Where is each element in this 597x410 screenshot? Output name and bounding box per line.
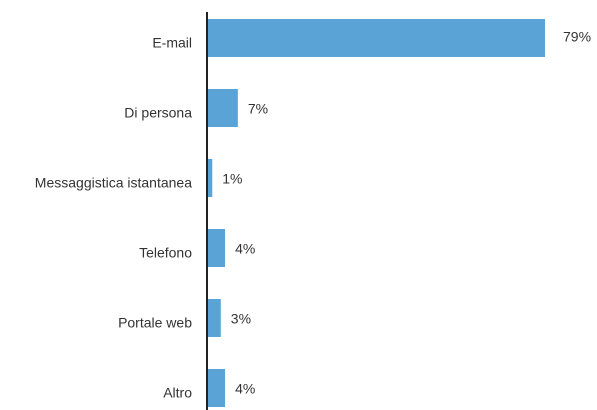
category-label: Telefono — [139, 245, 192, 261]
bar — [208, 229, 226, 267]
category-label: Portale web — [118, 315, 192, 331]
bar — [208, 89, 238, 127]
category-label: Altro — [163, 385, 192, 401]
bar — [208, 159, 213, 197]
category-label: Di persona — [124, 105, 192, 121]
value-label: 1% — [222, 171, 242, 187]
value-label: 4% — [235, 381, 255, 397]
category-label: E-mail — [152, 35, 192, 51]
category-label: Messaggistica istantanea — [35, 175, 192, 191]
bar — [208, 369, 226, 407]
value-label: 79% — [563, 29, 591, 45]
value-label: 7% — [248, 101, 268, 117]
bar — [208, 19, 545, 57]
bar — [208, 299, 221, 337]
value-label: 4% — [235, 241, 255, 257]
value-label: 3% — [231, 311, 251, 327]
